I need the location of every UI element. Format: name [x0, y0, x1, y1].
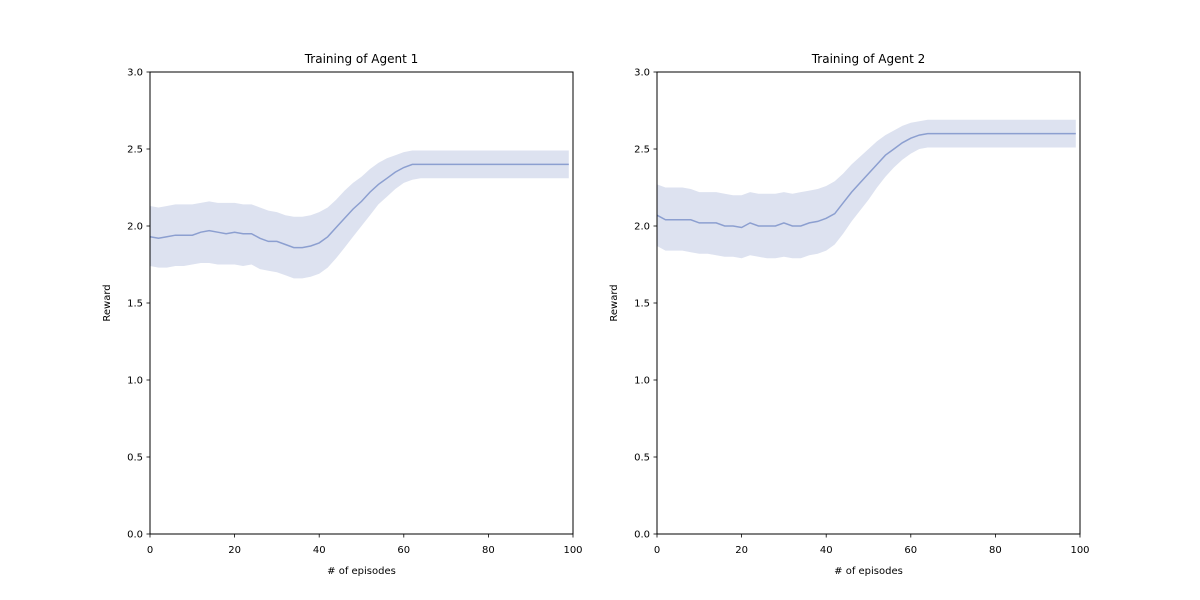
y-tick-label: 1.0 [127, 376, 143, 387]
x-ticks: 0 20 40 60 80 100 [147, 534, 583, 556]
y-axis-label: Reward [102, 284, 113, 321]
x-tick-label: 80 [989, 545, 1002, 556]
confidence-band [150, 150, 569, 279]
y-tick-label: 3.0 [127, 68, 143, 79]
y-axis-label: Reward [609, 284, 620, 321]
y-ticks: 0.0 0.5 1.0 1.5 2.0 2.5 3.0 [634, 68, 657, 541]
x-tick-label: 100 [563, 545, 582, 556]
confidence-band [657, 119, 1076, 259]
y-tick-label: 0.5 [127, 453, 143, 464]
y-tick-label: 2.0 [634, 222, 650, 233]
y-tick-label: 1.5 [127, 299, 143, 310]
x-ticks: 0 20 40 60 80 100 [654, 534, 1090, 556]
x-tick-label: 20 [228, 545, 241, 556]
subplot-agent-1: 0 20 40 60 80 100 0.0 0.5 1.0 1.5 2.0 2.5 3.0 Train… [102, 52, 583, 577]
x-axis-label: # of episodes [327, 566, 396, 577]
y-tick-label: 2.5 [634, 145, 650, 156]
mean-reward-line [149, 163, 569, 249]
y-tick-label: 3.0 [634, 68, 650, 79]
y-tick-label: 0.5 [634, 453, 650, 464]
y-tick-label: 2.0 [127, 222, 143, 233]
x-tick-label: 0 [147, 545, 153, 556]
chart-title: Training of Agent 2 [811, 52, 926, 66]
y-tick-label: 0.0 [127, 530, 143, 541]
chart-title: Training of Agent 1 [304, 52, 419, 66]
x-tick-label: 80 [482, 545, 495, 556]
x-axis-label: # of episodes [834, 566, 903, 577]
y-tick-label: 2.5 [127, 145, 143, 156]
x-tick-label: 20 [735, 545, 748, 556]
x-tick-label: 60 [397, 545, 410, 556]
x-tick-label: 100 [1070, 545, 1089, 556]
y-tick-label: 1.5 [634, 299, 650, 310]
subplot-agent-2: 0 20 40 60 80 100 0.0 0.5 1.0 1.5 2.0 2.5 3.0 Train… [609, 52, 1090, 577]
x-tick-label: 40 [313, 545, 326, 556]
x-tick-label: 60 [904, 545, 917, 556]
x-tick-label: 40 [820, 545, 833, 556]
mean-reward-line [656, 132, 1076, 229]
y-tick-label: 0.0 [634, 530, 650, 541]
x-tick-label: 0 [654, 545, 660, 556]
y-tick-label: 1.0 [634, 376, 650, 387]
y-ticks: 0.0 0.5 1.0 1.5 2.0 2.5 3.0 [127, 68, 150, 541]
